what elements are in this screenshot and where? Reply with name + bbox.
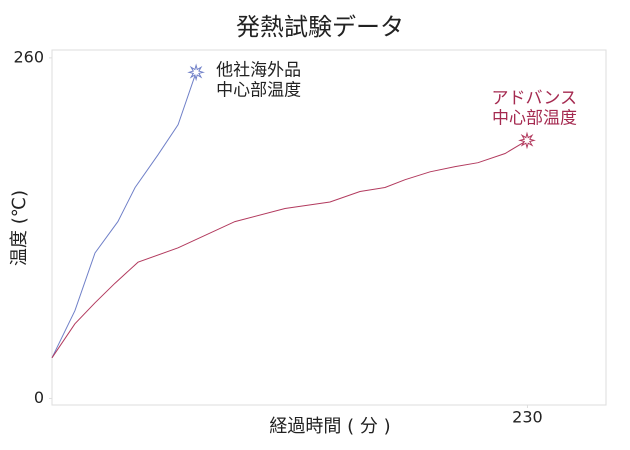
x-axis-label: 経過時間 ( 分 ) bbox=[269, 416, 390, 437]
legend-label: 中心部温度 bbox=[216, 80, 301, 100]
y-tick-label: 260 bbox=[13, 47, 44, 66]
end-marker bbox=[187, 63, 205, 82]
end-marker bbox=[518, 131, 536, 150]
chart-title: 発熱試験データ bbox=[236, 13, 404, 41]
legend-label: 他社海外品 bbox=[216, 60, 301, 80]
plot-frame bbox=[51, 49, 607, 406]
legend-label: アドバンス bbox=[492, 88, 578, 108]
y-tick-label: 0 bbox=[34, 388, 44, 407]
y-axis-label: 温度 (℃) bbox=[9, 190, 30, 266]
x-tick-label: 230 bbox=[512, 408, 543, 427]
line bbox=[51, 139, 528, 359]
legend-label: 中心部温度 bbox=[492, 108, 577, 128]
line bbox=[51, 72, 197, 359]
